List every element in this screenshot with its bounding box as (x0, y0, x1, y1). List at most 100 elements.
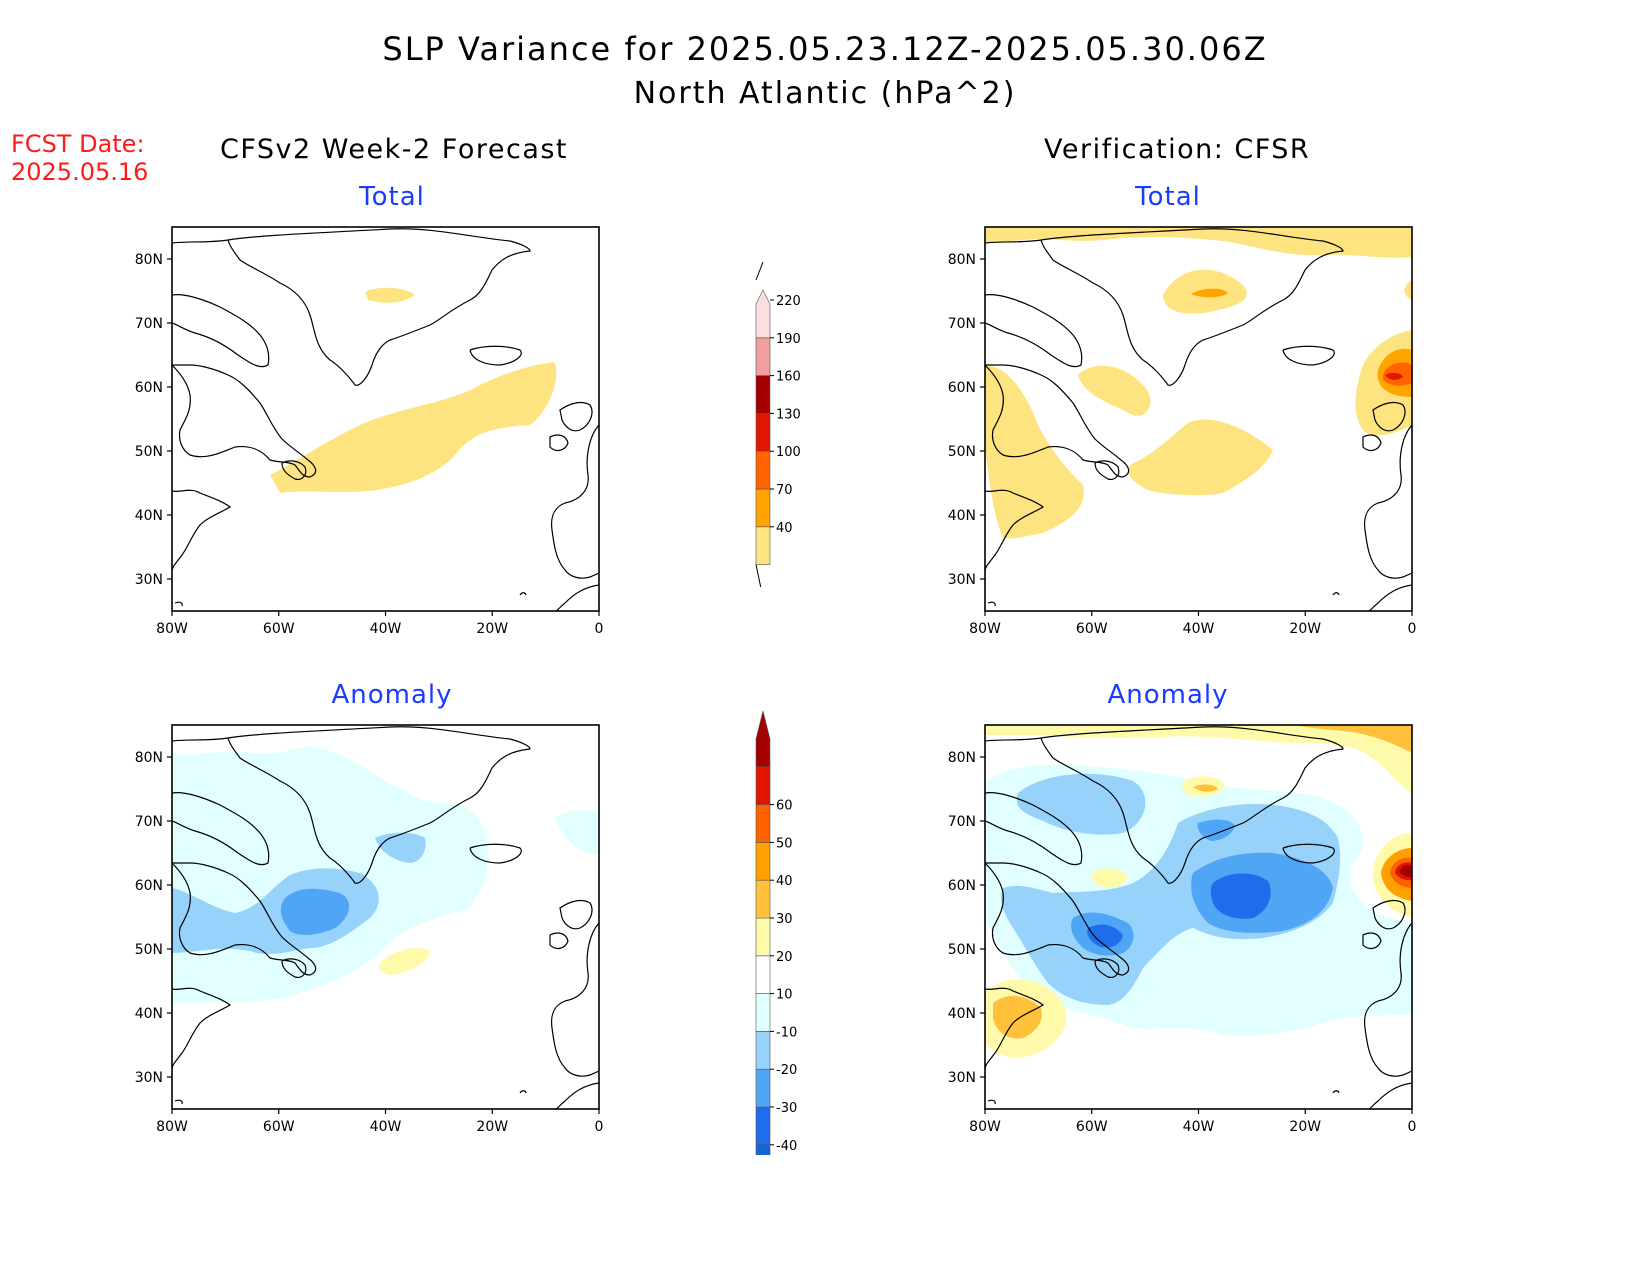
lat-tick-label: 80N (948, 252, 976, 268)
colorbar-label: -30 (776, 1101, 797, 1116)
coastline (1362, 434, 1382, 452)
forecast-total-map: 80W 60W 40W 20W 0 80N 70N 60N 50N 40N 30N (135, 226, 604, 637)
lon-tick-label: 80W (156, 1119, 188, 1135)
lon-tick-label: 40W (1183, 1119, 1215, 1135)
coastline (1362, 932, 1382, 950)
column-title-verification: Verification: CFSR (1044, 134, 1311, 165)
lon-tick-label: 60W (1076, 621, 1108, 637)
colorbar-label: 40 (776, 521, 793, 536)
figure-title: SLP Variance for 2025.05.23.12Z-2025.05.… (382, 30, 1268, 68)
verification-total-shading (985, 227, 1412, 539)
lon-tick-label: 60W (263, 621, 295, 637)
colorbar-segment (755, 289, 771, 339)
total-colorbar: 40 70 100 130 160 190 220 (755, 262, 801, 587)
contour-40 (1078, 365, 1151, 416)
lat-tick-label: 40N (948, 1006, 976, 1022)
colorbar-segment (755, 804, 771, 843)
coastline (172, 862, 317, 976)
coastline (172, 792, 270, 866)
forecast-total-shading (270, 287, 557, 493)
contour-130 (1385, 372, 1403, 380)
coastline (172, 294, 270, 368)
lat-tick-label: 70N (135, 316, 163, 332)
coastlines (985, 726, 1412, 1109)
coastline (519, 592, 527, 596)
coastline (1368, 584, 1412, 611)
colorbar-label: -10 (776, 1025, 797, 1040)
lat-tick-label: 80N (948, 750, 976, 766)
coastline (1040, 228, 1344, 386)
lat-tick-label: 70N (948, 316, 976, 332)
coastline (172, 364, 317, 478)
colorbar-segment (755, 488, 771, 528)
coastline (559, 899, 593, 930)
lon-tick-label: 20W (1289, 621, 1321, 637)
colorbar-label: 40 (776, 874, 793, 889)
fcst-date-label: FCST Date: (11, 130, 145, 158)
lon-tick-label: 80W (969, 621, 1001, 637)
contour-plus20 (1193, 784, 1218, 792)
coastline (985, 987, 1045, 1070)
coastline (1372, 401, 1406, 432)
coastline (1363, 922, 1412, 1077)
lat-tick-label: 50N (135, 942, 163, 958)
anomaly-colorbar: -40 -30 -20 -10 10 20 30 40 50 60 (755, 710, 797, 1155)
lat-tick-label: 40N (135, 508, 163, 524)
colorbar-label: 70 (776, 483, 793, 498)
colorbar-segment (755, 1106, 771, 1146)
lat-tick-label: 30N (948, 572, 976, 588)
forecast-anomaly-map: 80W 60W 40W 20W 0 80N 70N 60N 50N 40N 30N (135, 724, 604, 1135)
lon-tick-label: 20W (476, 1119, 508, 1135)
coastline (172, 489, 232, 572)
colorbar-segment (755, 879, 771, 919)
coastline (281, 958, 307, 978)
lat-tick-label: 80N (135, 750, 163, 766)
contour-plus10 (985, 725, 1412, 793)
contour-minus40 (1210, 873, 1271, 919)
lon-tick-label: 0 (595, 621, 604, 637)
lat-tick-label: 50N (135, 444, 163, 460)
lon-tick-label: 0 (1408, 1119, 1417, 1135)
axis-ticks: 80W 60W 40W 20W 0 80N 70N 60N 50N 40N 30N (135, 750, 604, 1135)
coastlines (172, 228, 599, 611)
lon-tick-label: 80W (156, 621, 188, 637)
coastline (555, 1082, 599, 1109)
lat-tick-label: 40N (948, 508, 976, 524)
forecast-anomaly-shading (172, 746, 599, 1003)
colorbar-label: 60 (776, 799, 793, 814)
lat-tick-label: 40N (135, 1006, 163, 1022)
coastline (172, 239, 229, 244)
lat-tick-label: 60N (135, 380, 163, 396)
verification-total-map: 80W 60W 40W 20W 0 80N 70N 60N 50N 40N 30N (948, 226, 1416, 637)
coastline (985, 364, 1130, 478)
lat-tick-label: 60N (948, 380, 976, 396)
verification-anomaly-subtitle: Anomaly (1107, 680, 1229, 710)
contour-70 (1191, 288, 1228, 298)
coastlines (985, 228, 1412, 611)
contour-40 (985, 227, 1412, 258)
colorbar-tail (755, 262, 764, 281)
lat-tick-label: 70N (135, 814, 163, 830)
colorbar-segment (755, 1068, 771, 1108)
coastline (469, 345, 522, 366)
coastline (985, 737, 1042, 742)
lat-tick-label: 70N (948, 814, 976, 830)
colorbar-segment (755, 993, 771, 1032)
lon-tick-label: 40W (1183, 621, 1215, 637)
coastline (549, 434, 569, 452)
coastline (1094, 460, 1120, 480)
lat-tick-label: 60N (948, 878, 976, 894)
lat-tick-label: 50N (948, 444, 976, 460)
coastline (985, 489, 1045, 572)
forecast-anomaly-subtitle: Anomaly (331, 680, 453, 710)
coastline (559, 401, 593, 432)
coastline (549, 932, 569, 950)
coastline (985, 862, 1130, 976)
colorbar-segment (755, 1144, 771, 1155)
verification-total-subtitle: Total (1135, 182, 1201, 212)
forecast-total-subtitle: Total (359, 182, 425, 212)
verification-anomaly-shading (985, 725, 1412, 1058)
coastline (1040, 726, 1344, 884)
coastline (1282, 843, 1335, 864)
colorbar-label: 100 (776, 445, 801, 460)
